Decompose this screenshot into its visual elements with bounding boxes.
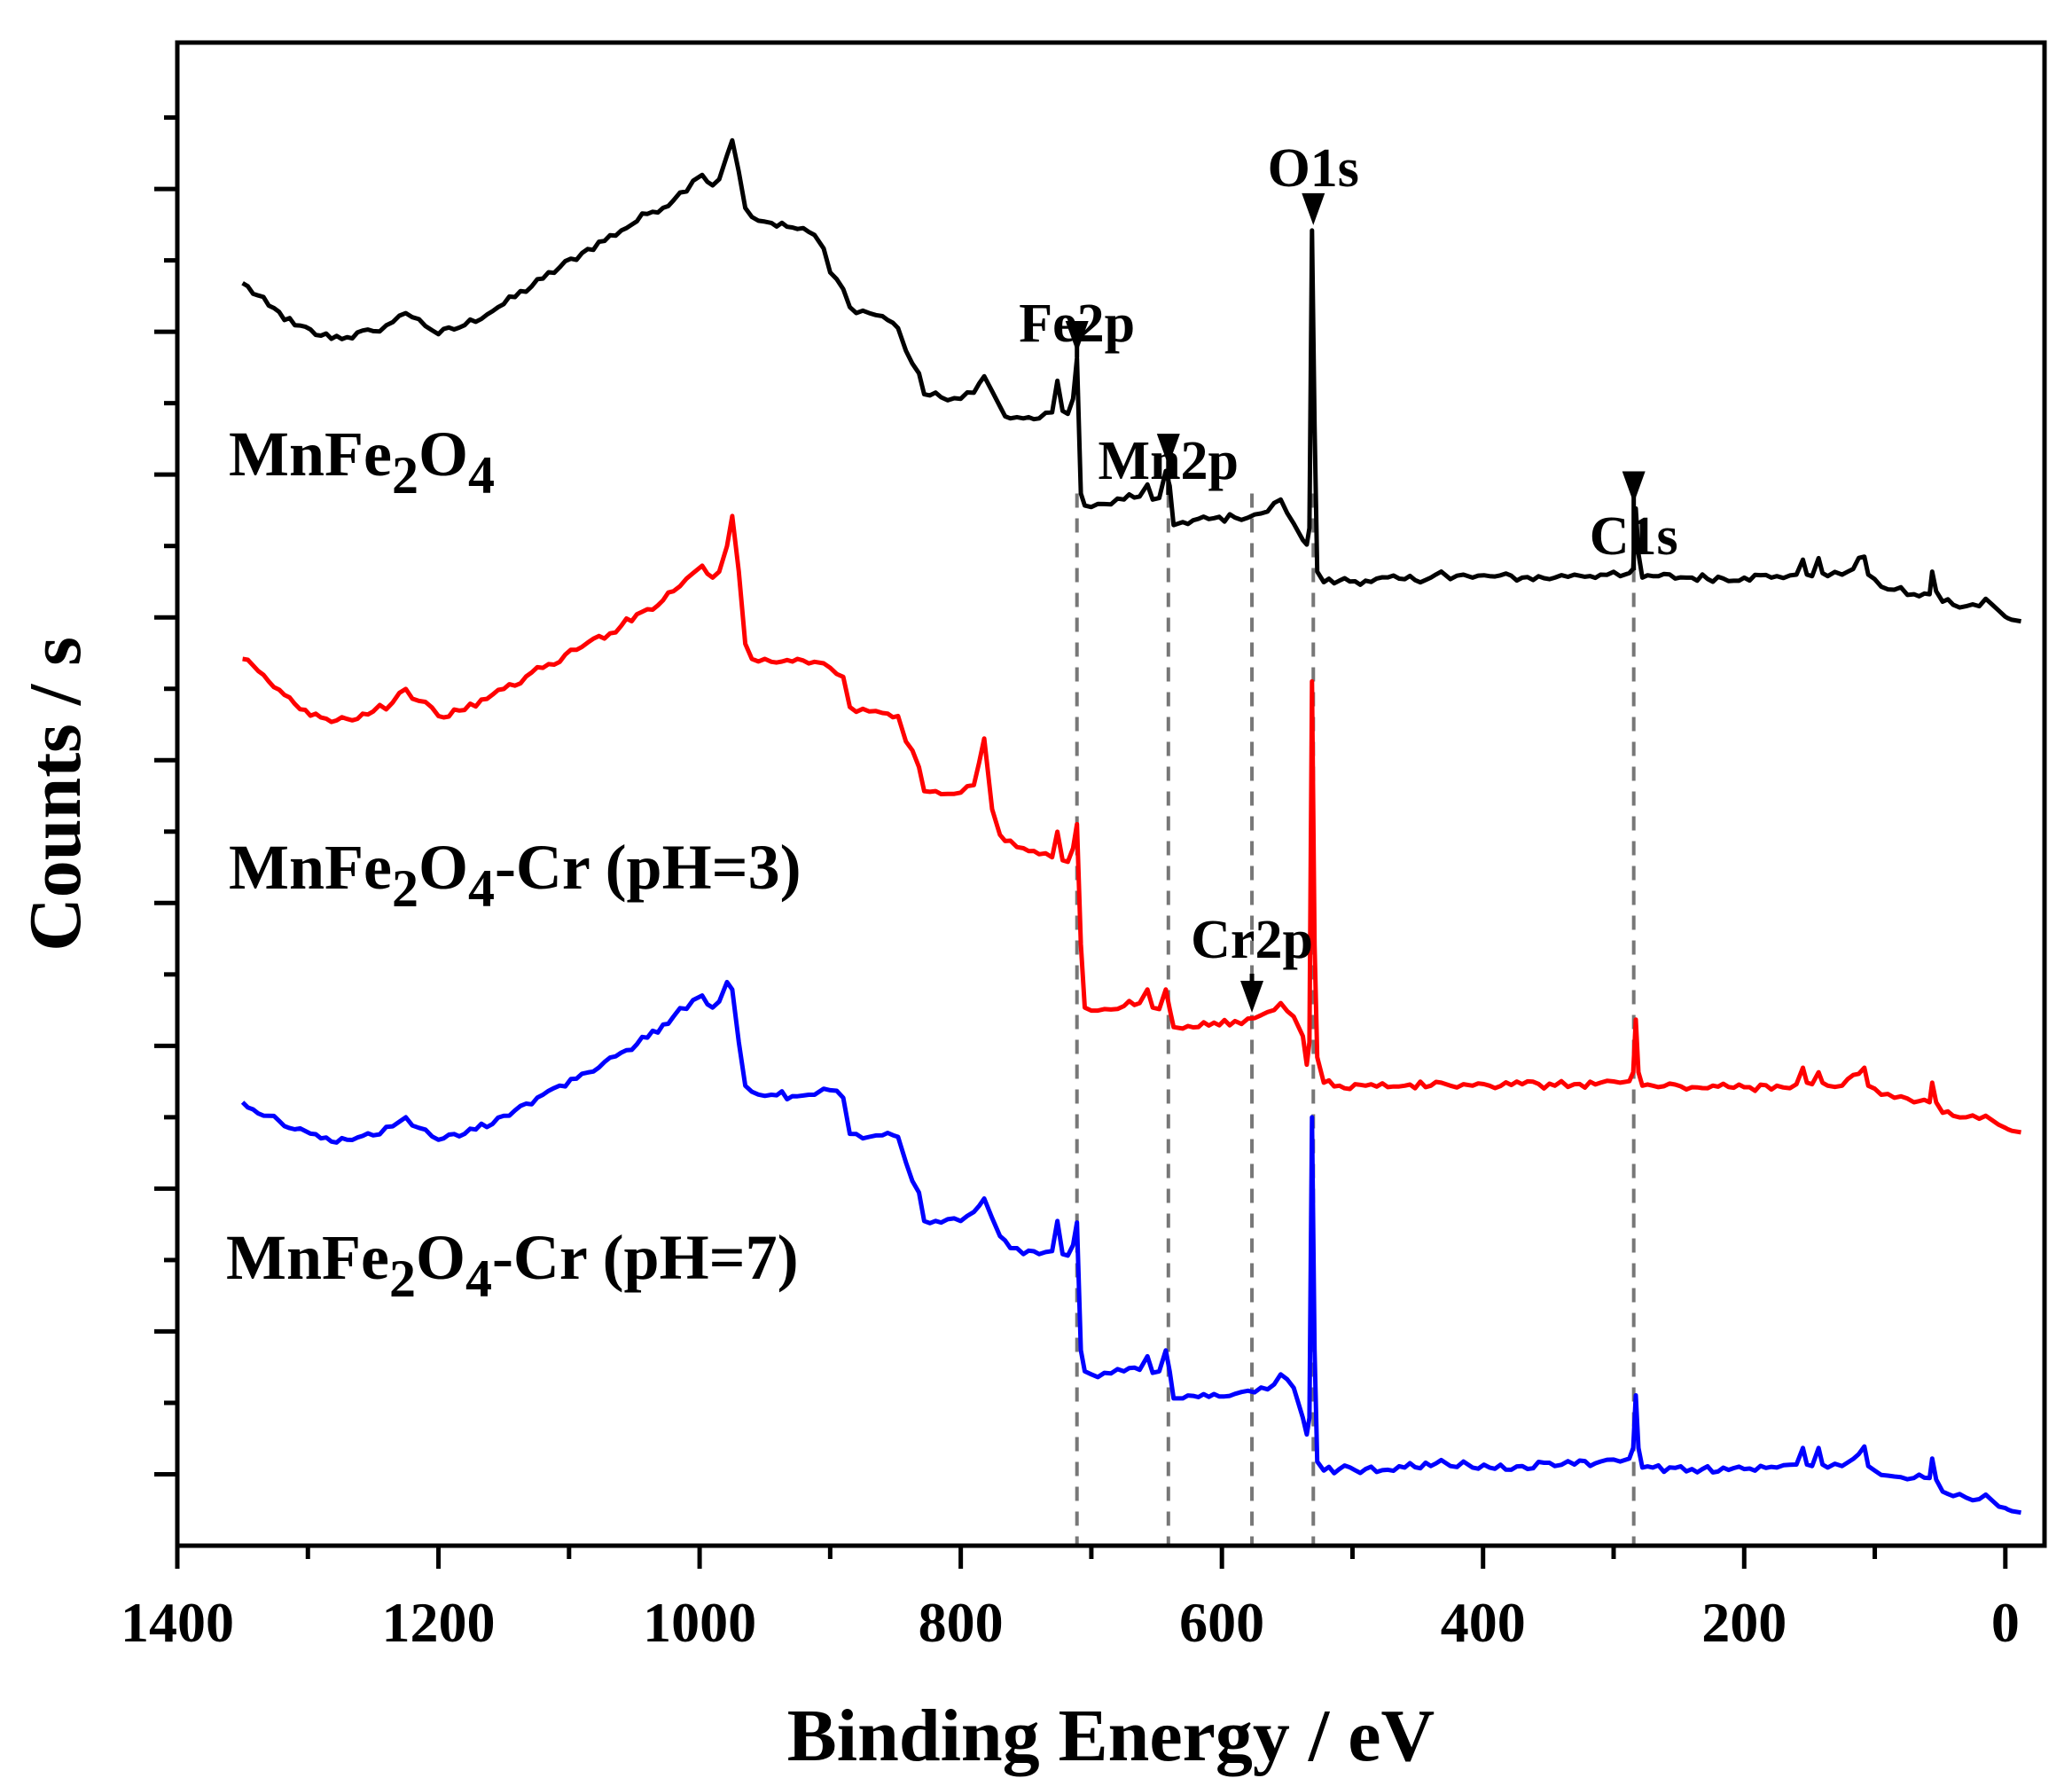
peak-label-cr2p: Cr2p — [1191, 910, 1313, 970]
series-label-mnfe2o4-cr-ph-3: MnFe2O4-Cr (pH=3) — [229, 832, 801, 918]
x-tick-label: 0 — [1991, 1591, 2020, 1654]
series-label-mnfe2o4: MnFe2O4 — [229, 419, 495, 505]
peak-annotations: O1sFe2pMn2pC1sCr2p — [1019, 138, 1678, 1014]
plot-frame — [175, 40, 2047, 1548]
peak-arrowhead-mn2p — [1156, 434, 1180, 466]
x-tick-label: 1200 — [382, 1591, 496, 1654]
x-tick-label: 800 — [919, 1591, 1004, 1654]
peak-arrowhead-c1s — [1622, 471, 1646, 504]
series-labels: MnFe2O4 MnFe2O4-Cr (pH=3) MnFe2O4-Cr (pH=7… — [226, 419, 801, 1308]
series-line-mnfe2o4-cr-ph-3 — [242, 513, 2021, 1135]
x-axis-label: Binding Energy / eV — [787, 1695, 1435, 1777]
peak-arrowhead-cr2p — [1240, 981, 1264, 1014]
peak-arrowhead-fe2p — [1065, 320, 1089, 353]
series-line-mnfe2o4-cr-ph-7 — [240, 979, 2021, 1516]
x-tick-label: 1000 — [643, 1591, 756, 1654]
x-tick-label: 400 — [1441, 1591, 1526, 1654]
reference-lines — [1075, 493, 1636, 1546]
x-tick-label: 200 — [1701, 1591, 1787, 1654]
axes: 1400 1200 1000 800 600 400 200 0 Binding Energy … — [14, 40, 2047, 1777]
y-axis-label: Counts / s — [14, 637, 97, 952]
series-line-mnfe2o4 — [241, 137, 2021, 624]
x-tick-label: 600 — [1179, 1591, 1264, 1654]
peak-label-o1s: O1s — [1268, 138, 1359, 199]
series-layer — [240, 137, 2021, 1516]
peak-arrowhead-o1s — [1302, 192, 1325, 225]
series-label-mnfe2o4-cr-ph-7: MnFe2O4-Cr (pH=7) — [226, 1222, 799, 1308]
x-tick-label: 1400 — [121, 1591, 234, 1654]
